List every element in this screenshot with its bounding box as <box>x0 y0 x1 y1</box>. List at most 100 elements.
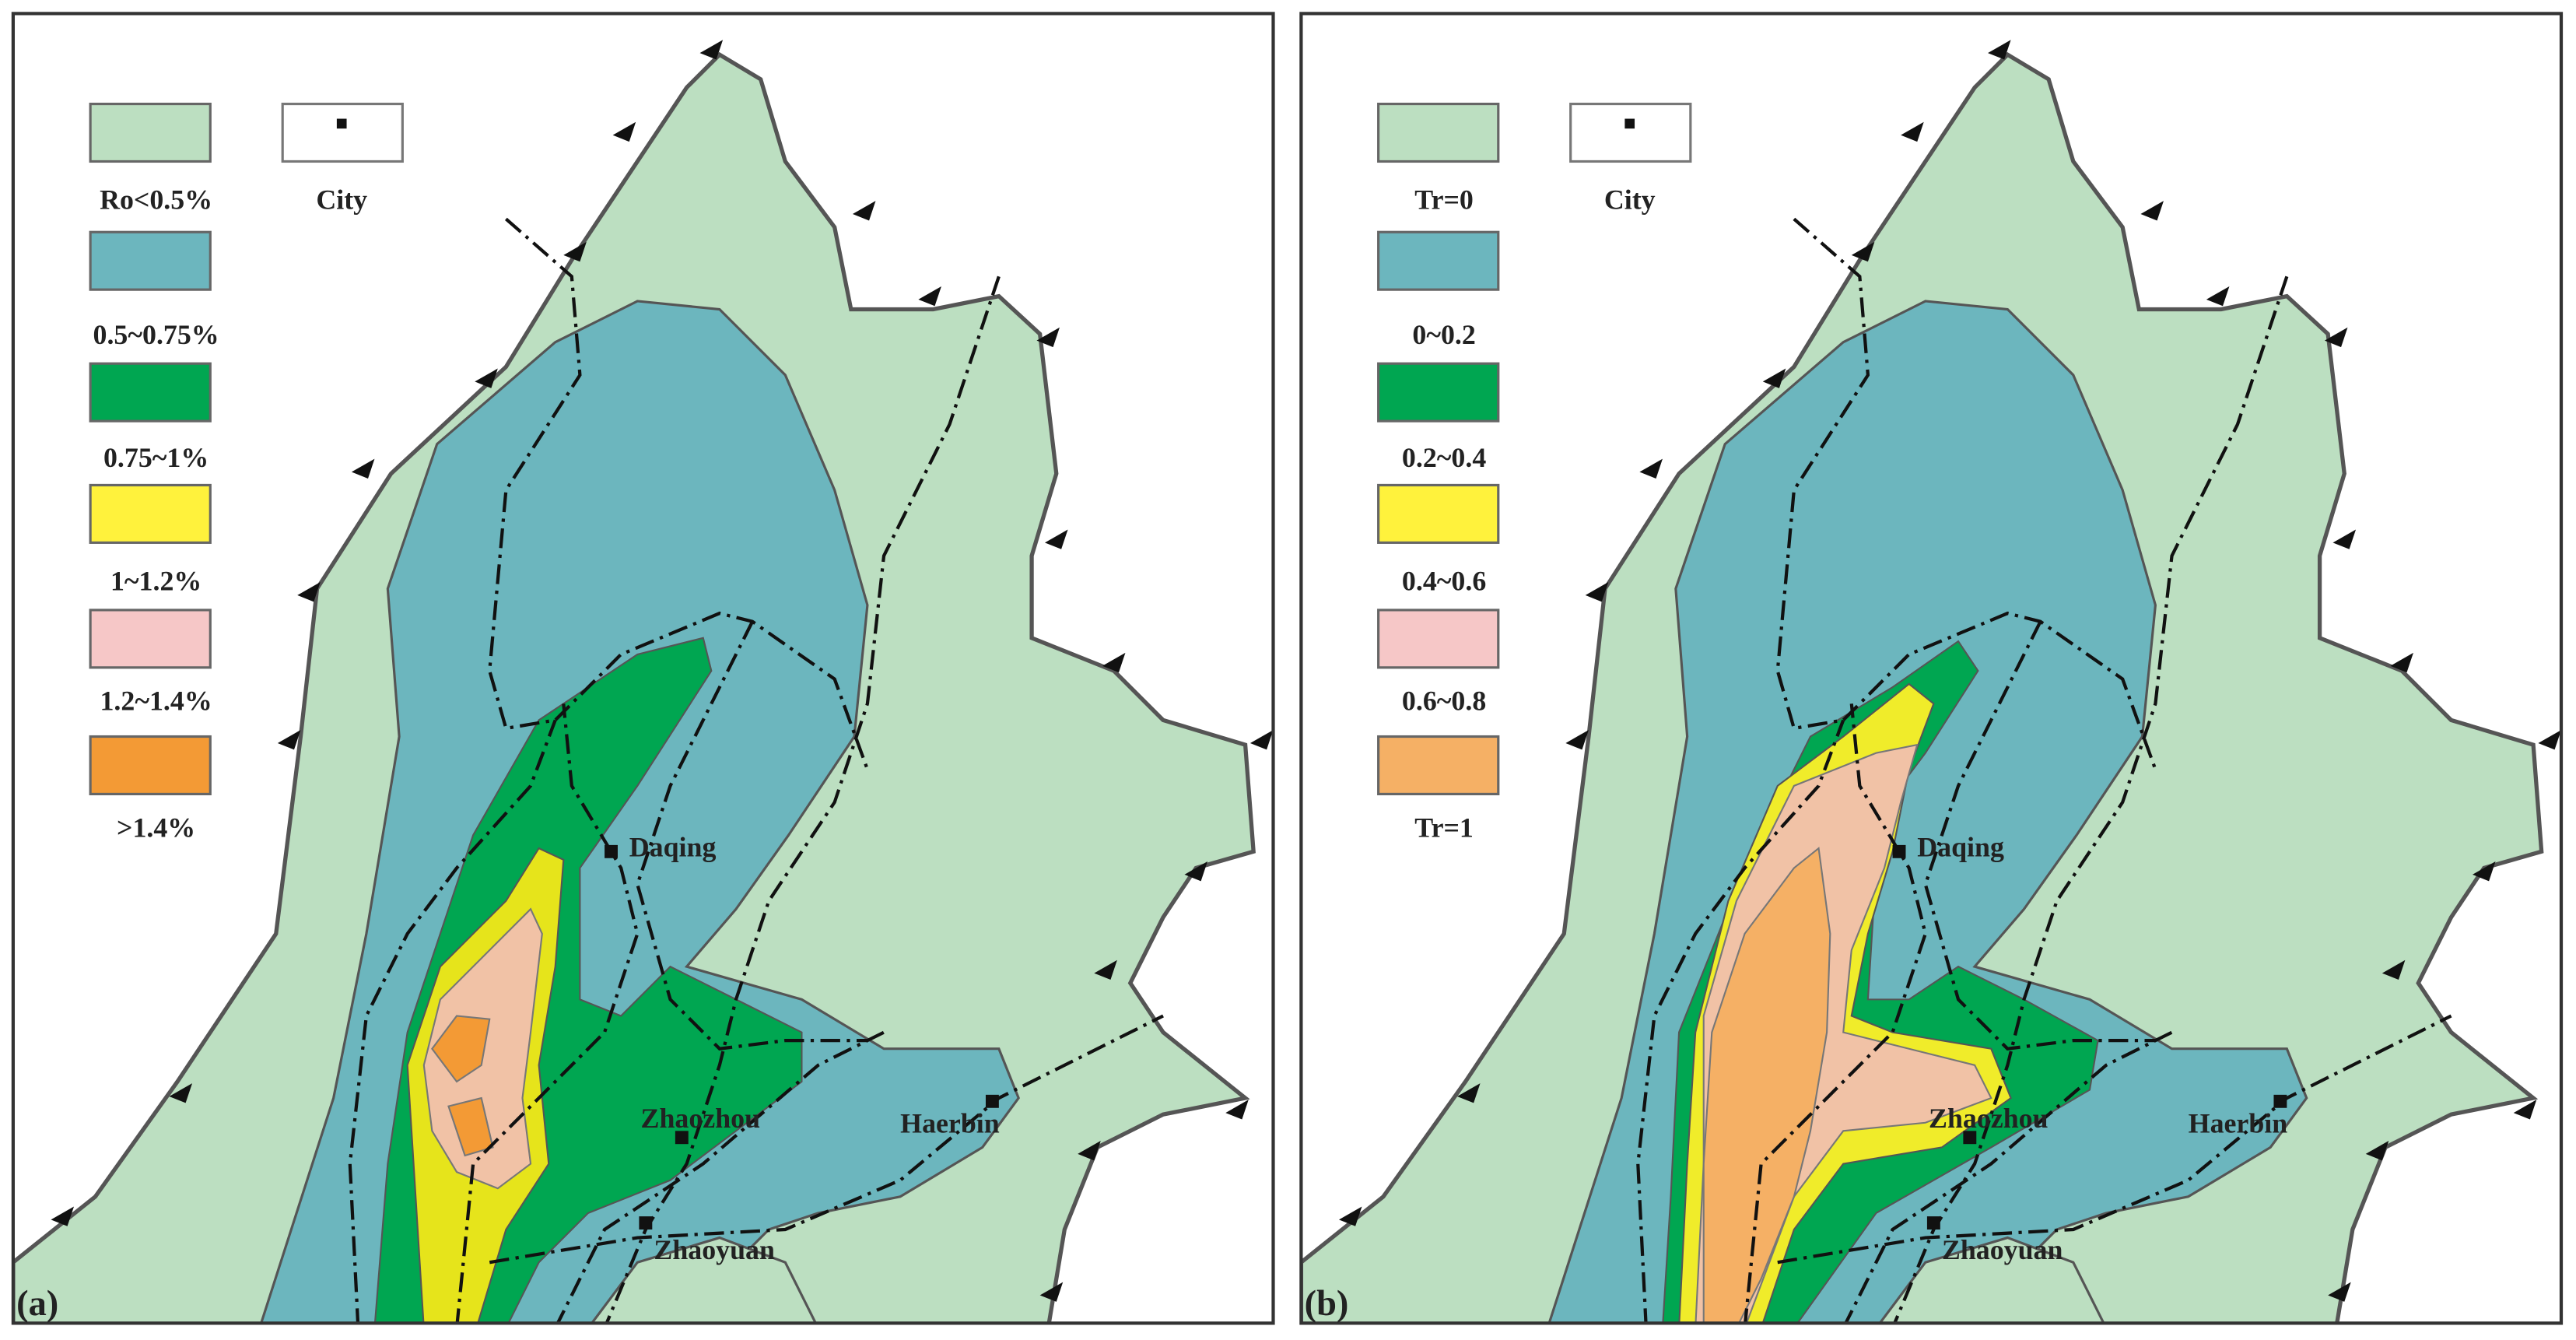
structural-boundary <box>605 275 1001 1324</box>
zone-5 <box>1702 847 1831 1324</box>
panel-frame <box>1299 12 2564 1325</box>
fault-tooth <box>297 582 321 602</box>
city-marker <box>639 1216 653 1230</box>
legend-label: 1.2~1.4% <box>100 686 212 717</box>
fault-tooth <box>1184 861 1208 882</box>
fault-tooth <box>1094 959 1117 980</box>
legend-label: Tr=0 <box>1414 184 1474 216</box>
panel-label: (a) <box>16 1284 58 1324</box>
fault-tooth <box>1036 327 1060 348</box>
map-panel: Ro<0.5% 0.5~0.75% 0.75~1% 1~1.2% 1.2~1.4% >1.… <box>11 12 1275 1325</box>
structural-boundary <box>455 703 640 1324</box>
fault-tooth <box>1988 40 2011 60</box>
zone-0-south <box>590 1236 818 1324</box>
structural-boundary <box>1777 1014 2452 1265</box>
fault-tooth <box>1585 582 1609 602</box>
legend-label: 0~0.2 <box>1412 319 1475 350</box>
legend-label: Ro<0.5% <box>100 184 212 216</box>
legend-swatch <box>1377 483 1500 544</box>
city-label: Zhaozhou <box>1929 1103 2049 1134</box>
legend-swatch <box>1377 102 1500 163</box>
legend-label: Tr=1 <box>1414 812 1474 843</box>
fault-tooth <box>51 1206 75 1226</box>
city-marker <box>1963 1131 1977 1145</box>
fault-tooth <box>1039 1282 1064 1302</box>
legend-swatch <box>1377 735 1500 796</box>
zone-5 <box>447 1096 494 1157</box>
map-area <box>12 40 1274 1324</box>
city-legend-label: City <box>316 184 367 216</box>
legend-label: 0.2~0.4 <box>1402 442 1486 473</box>
legend-swatch <box>89 609 212 669</box>
legend-swatch <box>89 230 212 291</box>
fault-tooth <box>2328 1282 2351 1302</box>
city-marker <box>675 1131 689 1145</box>
city-label: Zhaoyuan <box>1942 1234 2063 1265</box>
city-marker <box>605 844 618 858</box>
legend-label: 0.75~1% <box>103 442 209 473</box>
city-label: Zhaoyuan <box>654 1234 775 1265</box>
zone-0-south <box>1878 1236 2105 1324</box>
structural-boundary <box>348 719 557 1324</box>
legend-label: 1~1.2% <box>110 566 202 597</box>
city-marker <box>1892 844 1906 858</box>
fault-tooth <box>1901 121 1924 142</box>
city-label: Zhaozhou <box>641 1103 761 1134</box>
panel-frame <box>11 12 1275 1325</box>
structural-boundary <box>1636 719 1845 1324</box>
city-label: Daqing <box>1917 832 2004 863</box>
fault-tooth <box>475 368 498 388</box>
city-legend-symbol <box>336 118 347 129</box>
map-area <box>1301 40 2561 1324</box>
city-legend-symbol <box>1624 118 1635 129</box>
fault-tooth <box>2140 201 2164 221</box>
legend-swatch <box>89 735 212 796</box>
city-legend-label: City <box>1604 184 1656 216</box>
structural-boundary <box>488 217 869 770</box>
structural-boundary <box>636 620 867 1051</box>
city-legend-swatch <box>1569 102 1692 163</box>
city-label: Daqing <box>629 832 717 863</box>
fault-tooth <box>2381 959 2406 980</box>
fault-tooth <box>1762 368 1786 388</box>
fault-tooth <box>852 201 876 221</box>
structural-boundary <box>1923 620 2156 1051</box>
structural-boundary <box>1744 703 1928 1324</box>
fault-tooth <box>2324 327 2348 348</box>
legend-swatch <box>89 483 212 544</box>
city-marker <box>985 1094 999 1108</box>
legend-label: 0.4~0.6 <box>1402 566 1486 597</box>
panel-label: (b) <box>1305 1284 1349 1324</box>
fault-tooth <box>2365 1140 2389 1161</box>
structural-boundary <box>1844 1030 2173 1324</box>
fault-tooth <box>1851 241 1875 262</box>
fault-tooth <box>2206 286 2230 307</box>
legend-swatch <box>1377 362 1500 423</box>
fault-tooth <box>1225 1100 1249 1120</box>
city-marker <box>2273 1094 2287 1108</box>
fault-tooth <box>2513 1100 2537 1120</box>
fault-tooth <box>1565 730 1589 750</box>
fault-tooth <box>918 286 941 307</box>
legend-label: >1.4% <box>117 812 195 843</box>
fault-tooth <box>699 40 724 60</box>
fault-tooth <box>1078 1140 1101 1161</box>
fault-tooth <box>1044 529 1068 549</box>
fault-tooth <box>169 1083 193 1103</box>
fault-tooth <box>2472 861 2496 882</box>
structural-boundary <box>1775 217 2157 770</box>
fault-tooth <box>612 121 636 142</box>
legend-label: 0.5~0.75% <box>93 319 219 350</box>
city-label: Haerbin <box>900 1107 1000 1138</box>
legend-swatch <box>89 102 212 163</box>
fault-tooth <box>1338 1206 1362 1226</box>
fault-tooth <box>351 458 375 479</box>
fault-tooth <box>1249 730 1274 750</box>
city-label: Haerbin <box>2189 1107 2288 1138</box>
structural-boundary <box>556 1030 885 1324</box>
legend-label: 0.6~0.8 <box>1402 686 1486 717</box>
fault-tooth <box>277 730 301 750</box>
legend-swatch <box>1377 230 1500 291</box>
legend-swatch <box>89 362 212 423</box>
